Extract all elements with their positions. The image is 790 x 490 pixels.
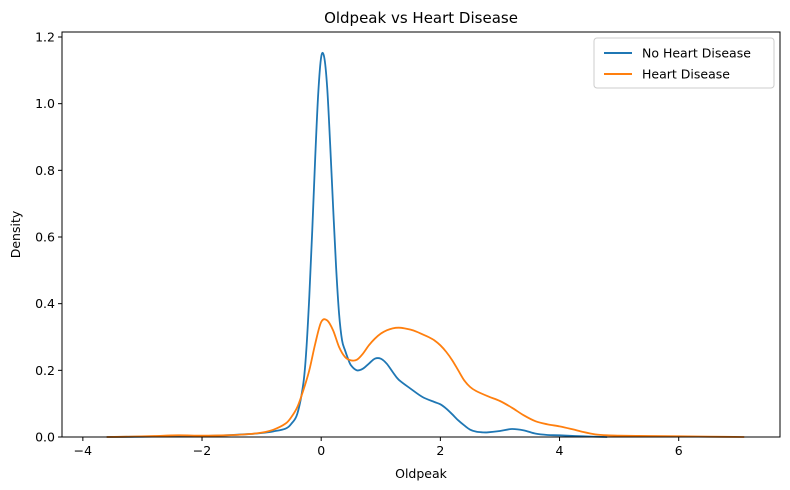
x-tick-label: 4 bbox=[556, 443, 564, 458]
y-tick-label: 0.4 bbox=[35, 296, 55, 311]
y-tick-label: 0.8 bbox=[35, 163, 55, 178]
x-tick-label: 6 bbox=[675, 443, 683, 458]
y-axis-label: Density bbox=[8, 210, 23, 258]
y-axis-ticks: 0.0 0.2 0.4 0.6 0.8 1.0 1.2 bbox=[35, 30, 62, 445]
plot-lines bbox=[106, 51, 745, 438]
legend-label: Heart Disease bbox=[642, 67, 730, 82]
series-line-heart-disease bbox=[106, 318, 745, 438]
y-tick-label: 1.0 bbox=[35, 96, 55, 111]
x-tick-label: −2 bbox=[193, 443, 211, 458]
chart-title: Oldpeak vs Heart Disease bbox=[324, 9, 518, 27]
y-tick-label: 0.2 bbox=[35, 363, 55, 378]
x-tick-label: 0 bbox=[317, 443, 325, 458]
x-axis-label: Oldpeak bbox=[395, 466, 448, 481]
x-axis-ticks: −4 −2 0 2 4 6 bbox=[74, 437, 683, 458]
x-tick-label: −4 bbox=[74, 443, 92, 458]
x-tick-label: 2 bbox=[436, 443, 444, 458]
y-tick-label: 1.2 bbox=[35, 30, 55, 45]
y-tick-label: 0.0 bbox=[35, 430, 55, 445]
legend-box bbox=[593, 37, 775, 89]
y-tick-label: 0.6 bbox=[35, 230, 55, 245]
series-line-no-heart-disease bbox=[106, 51, 608, 438]
legend: No Heart Disease Heart Disease bbox=[593, 37, 775, 89]
plot-frame bbox=[61, 31, 781, 438]
legend-label: No Heart Disease bbox=[642, 46, 751, 61]
